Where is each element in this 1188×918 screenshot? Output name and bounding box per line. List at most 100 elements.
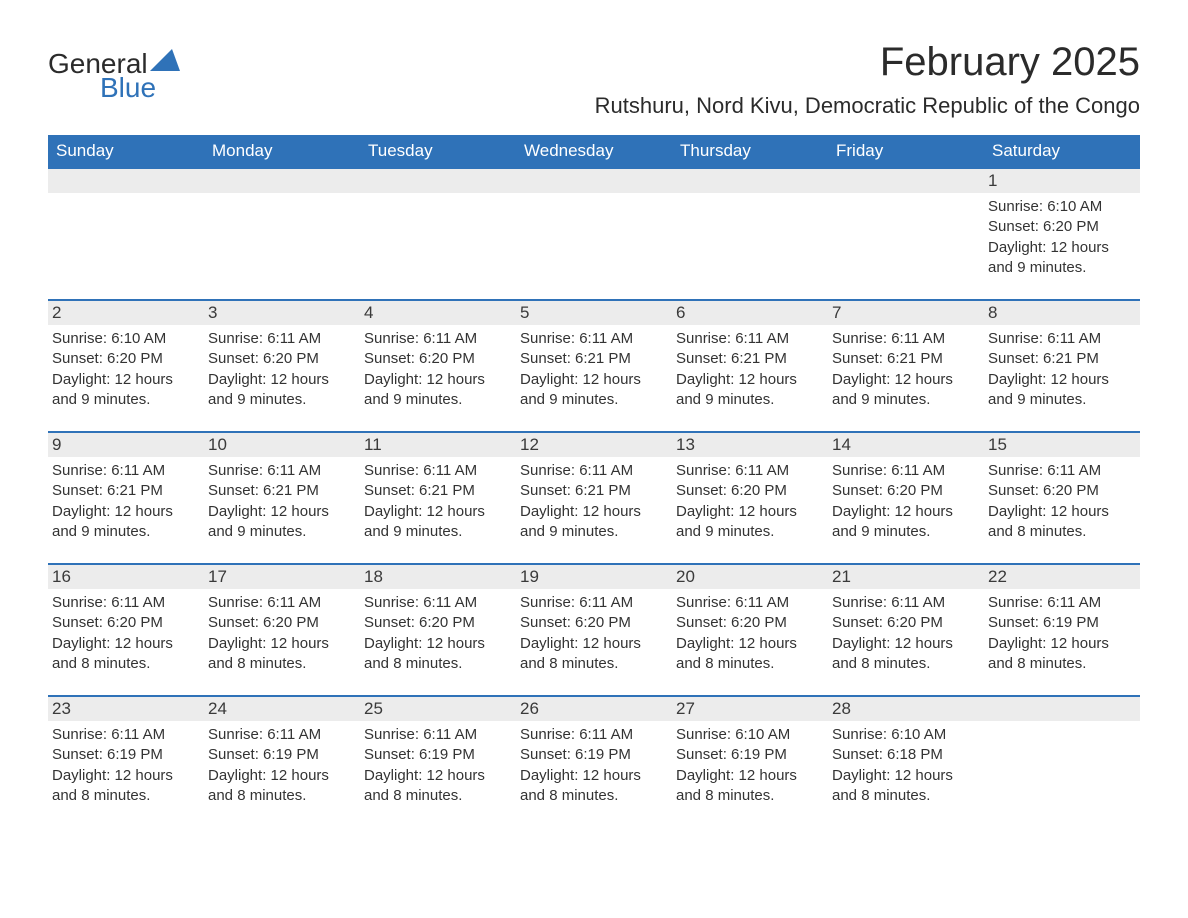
day-daylight: Daylight: 12 hours and 8 minutes. (988, 502, 1136, 543)
day-number: 20 (672, 565, 828, 589)
day-daylight: Daylight: 12 hours and 8 minutes. (676, 634, 824, 675)
day-sunrise: Sunrise: 6:11 AM (520, 725, 668, 745)
calendar-day-cell: 19Sunrise: 6:11 AMSunset: 6:20 PMDayligh… (516, 565, 672, 695)
calendar-day-cell: 11Sunrise: 6:11 AMSunset: 6:21 PMDayligh… (360, 433, 516, 563)
day-sunrise: Sunrise: 6:11 AM (832, 461, 980, 481)
calendar-day-cell: 18Sunrise: 6:11 AMSunset: 6:20 PMDayligh… (360, 565, 516, 695)
weekday-header: Wednesday (516, 135, 672, 167)
day-sunset: Sunset: 6:21 PM (988, 349, 1136, 369)
calendar-day-cell: 26Sunrise: 6:11 AMSunset: 6:19 PMDayligh… (516, 697, 672, 827)
calendar-week: 16Sunrise: 6:11 AMSunset: 6:20 PMDayligh… (48, 563, 1140, 695)
day-sunrise: Sunrise: 6:11 AM (364, 329, 512, 349)
calendar-day-cell: 27 Sunrise: 6:10 AMSunset: 6:19 PMDayligh… (672, 697, 828, 827)
day-daylight: Daylight: 12 hours and 9 minutes. (988, 370, 1136, 411)
day-sunrise: Sunrise: 6:10 AM (832, 725, 980, 745)
day-number: 9 (48, 433, 204, 457)
day-number: 10 (204, 433, 360, 457)
day-daylight: Daylight: 12 hours and 9 minutes. (208, 370, 356, 411)
day-daylight: Daylight: 12 hours and 9 minutes. (208, 502, 356, 543)
calendar-day-cell (516, 169, 672, 299)
calendar-day-cell: 12Sunrise: 6:11 AMSunset: 6:21 PMDayligh… (516, 433, 672, 563)
day-sunset: Sunset: 6:20 PM (832, 481, 980, 501)
day-sunset: Sunset: 6:20 PM (364, 613, 512, 633)
calendar-week: 2Sunrise: 6:10 AMSunset: 6:20 PMDaylight… (48, 299, 1140, 431)
day-number-empty (204, 169, 360, 193)
calendar-week: 9Sunrise: 6:11 AMSunset: 6:21 PMDaylight… (48, 431, 1140, 563)
day-daylight: Daylight: 12 hours and 9 minutes. (52, 370, 200, 411)
day-number: 28 (828, 697, 984, 721)
day-daylight: Daylight: 12 hours and 9 minutes. (676, 502, 824, 543)
day-daylight: Daylight: 12 hours and 9 minutes. (520, 370, 668, 411)
day-daylight: Daylight: 12 hours and 9 minutes. (676, 370, 824, 411)
calendar-day-cell: 25Sunrise: 6:11 AMSunset: 6:19 PMDayligh… (360, 697, 516, 827)
day-sunrise: Sunrise: 6:11 AM (832, 329, 980, 349)
day-number: 8 (984, 301, 1140, 325)
day-number: 3 (204, 301, 360, 325)
day-number: 4 (360, 301, 516, 325)
day-daylight: Daylight: 12 hours and 8 minutes. (364, 766, 512, 807)
logo-text-blue: Blue (100, 72, 180, 104)
day-sunrise: Sunrise: 6:11 AM (988, 461, 1136, 481)
day-daylight: Daylight: 12 hours and 9 minutes. (364, 370, 512, 411)
day-sunrise: Sunrise: 6:10 AM (676, 725, 824, 745)
calendar-day-cell: 10Sunrise: 6:11 AMSunset: 6:21 PMDayligh… (204, 433, 360, 563)
day-number: 14 (828, 433, 984, 457)
calendar-day-cell: 14Sunrise: 6:11 AMSunset: 6:20 PMDayligh… (828, 433, 984, 563)
day-number: 22 (984, 565, 1140, 589)
month-title: February 2025 (595, 40, 1140, 85)
day-daylight: Daylight: 12 hours and 8 minutes. (676, 766, 824, 807)
day-sunrise: Sunrise: 6:11 AM (364, 593, 512, 613)
day-sunrise: Sunrise: 6:11 AM (364, 725, 512, 745)
day-number-empty (516, 169, 672, 193)
day-daylight: Daylight: 12 hours and 8 minutes. (832, 634, 980, 675)
weekday-header: Sunday (48, 135, 204, 167)
day-sunrise: Sunrise: 6:11 AM (988, 593, 1136, 613)
day-sunset: Sunset: 6:20 PM (364, 349, 512, 369)
day-sunrise: Sunrise: 6:11 AM (520, 593, 668, 613)
calendar-day-cell: 17Sunrise: 6:11 AMSunset: 6:20 PMDayligh… (204, 565, 360, 695)
calendar-day-cell: 7Sunrise: 6:11 AMSunset: 6:21 PMDaylight… (828, 301, 984, 431)
day-sunrise: Sunrise: 6:11 AM (676, 461, 824, 481)
day-number: 26 (516, 697, 672, 721)
day-sunrise: Sunrise: 6:11 AM (208, 593, 356, 613)
weekday-header: Friday (828, 135, 984, 167)
day-daylight: Daylight: 12 hours and 9 minutes. (364, 502, 512, 543)
calendar-day-cell: 28Sunrise: 6:10 AMSunset: 6:18 PMDayligh… (828, 697, 984, 827)
day-number: 21 (828, 565, 984, 589)
day-sunset: Sunset: 6:20 PM (832, 613, 980, 633)
calendar-day-cell: 16Sunrise: 6:11 AMSunset: 6:20 PMDayligh… (48, 565, 204, 695)
day-sunset: Sunset: 6:19 PM (676, 745, 824, 765)
calendar-day-cell: 24Sunrise: 6:11 AMSunset: 6:19 PMDayligh… (204, 697, 360, 827)
day-number-empty (360, 169, 516, 193)
day-sunrise: Sunrise: 6:11 AM (520, 329, 668, 349)
day-sunrise: Sunrise: 6:10 AM (988, 197, 1136, 217)
day-daylight: Daylight: 12 hours and 8 minutes. (52, 766, 200, 807)
day-number: 12 (516, 433, 672, 457)
day-daylight: Daylight: 12 hours and 9 minutes. (520, 502, 668, 543)
day-sunrise: Sunrise: 6:11 AM (676, 329, 824, 349)
day-number: 27 (672, 697, 828, 721)
day-sunrise: Sunrise: 6:11 AM (208, 461, 356, 481)
day-sunset: Sunset: 6:20 PM (52, 349, 200, 369)
calendar-day-cell: 4 Sunrise: 6:11 AMSunset: 6:20 PMDaylight… (360, 301, 516, 431)
day-number-empty (984, 697, 1140, 721)
weekday-header-row: SundayMondayTuesdayWednesdayThursdayFrid… (48, 135, 1140, 167)
day-number: 16 (48, 565, 204, 589)
calendar-day-cell: 2Sunrise: 6:10 AMSunset: 6:20 PMDaylight… (48, 301, 204, 431)
day-sunrise: Sunrise: 6:11 AM (832, 593, 980, 613)
day-daylight: Daylight: 12 hours and 8 minutes. (520, 634, 668, 675)
day-sunset: Sunset: 6:20 PM (208, 613, 356, 633)
day-number: 5 (516, 301, 672, 325)
location-subtitle: Rutshuru, Nord Kivu, Democratic Republic… (595, 93, 1140, 119)
calendar-day-cell (672, 169, 828, 299)
day-number: 18 (360, 565, 516, 589)
day-number: 15 (984, 433, 1140, 457)
brand-logo: General Blue (48, 48, 180, 104)
day-sunset: Sunset: 6:19 PM (52, 745, 200, 765)
day-number: 24 (204, 697, 360, 721)
calendar-day-cell: 22Sunrise: 6:11 AMSunset: 6:19 PMDayligh… (984, 565, 1140, 695)
day-sunset: Sunset: 6:19 PM (988, 613, 1136, 633)
calendar-day-cell (48, 169, 204, 299)
calendar-day-cell (360, 169, 516, 299)
day-number-empty (672, 169, 828, 193)
